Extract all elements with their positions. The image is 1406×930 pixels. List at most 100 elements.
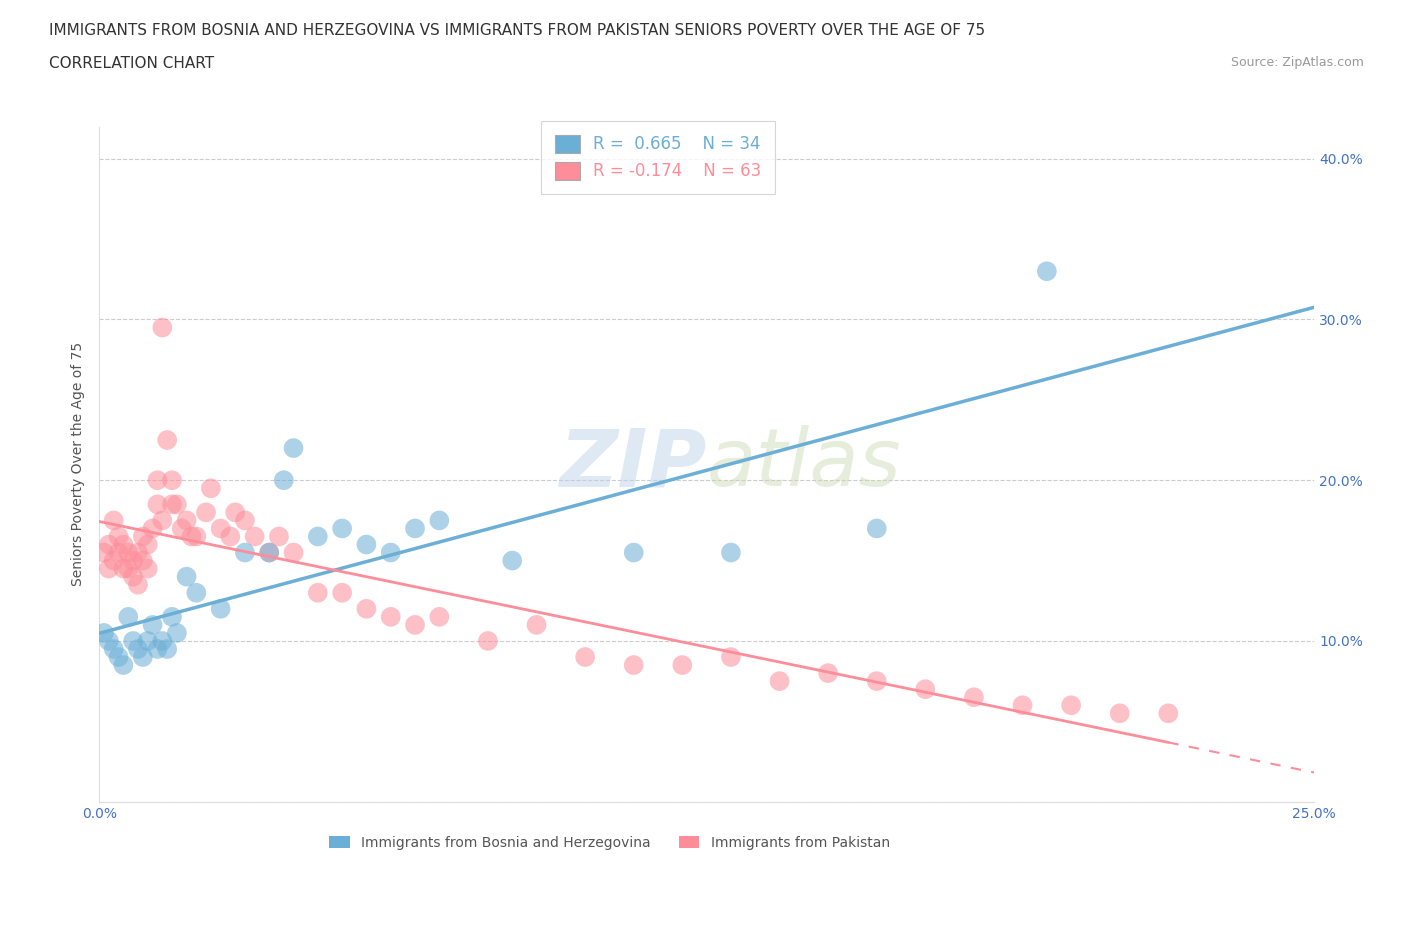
Point [356,538,378,552]
Point [720,649,742,664]
Point [963,690,986,705]
Point [574,649,596,664]
Point [233,513,256,528]
Y-axis label: Seniors Poverty Over the Age of 75: Seniors Poverty Over the Age of 75 [72,342,86,586]
Point [112,561,135,576]
Point [97,633,120,648]
Point [146,472,169,487]
Point [1011,698,1033,712]
Point [427,513,450,528]
Point [817,666,839,681]
Point [356,602,378,617]
Point [380,609,402,624]
Legend: Immigrants from Bosnia and Herzegovina, Immigrants from Pakistan: Immigrants from Bosnia and Herzegovina, … [323,830,896,856]
Point [404,618,426,632]
Point [112,658,135,672]
Point [150,513,173,528]
Point [132,553,155,568]
Point [117,561,139,576]
Point [122,553,145,568]
Point [166,626,188,641]
Point [219,529,242,544]
Point [257,545,280,560]
Point [170,521,193,536]
Point [180,529,202,544]
Point [380,545,402,560]
Point [273,472,295,487]
Point [1157,706,1180,721]
Point [150,320,173,335]
Point [186,585,208,600]
Point [160,609,183,624]
Point [671,658,693,672]
Point [195,505,218,520]
Text: atlas: atlas [707,425,901,503]
Point [156,432,179,447]
Point [142,618,165,632]
Point [93,626,115,641]
Point [477,633,499,648]
Point [150,633,173,648]
Point [283,545,305,560]
Text: CORRELATION CHART: CORRELATION CHART [49,56,214,71]
Point [283,441,305,456]
Point [93,545,115,560]
Point [103,513,125,528]
Point [103,553,125,568]
Point [166,497,188,512]
Point [501,553,523,568]
Point [132,649,155,664]
Point [97,538,120,552]
Point [1108,706,1130,721]
Point [136,633,159,648]
Point [127,642,149,657]
Point [233,545,256,560]
Point [107,649,129,664]
Point [127,545,149,560]
Point [176,569,198,584]
Point [156,642,179,657]
Point [200,481,222,496]
Point [330,521,353,536]
Point [526,618,548,632]
Point [623,545,645,560]
Point [768,673,790,688]
Point [209,602,232,617]
Text: IMMIGRANTS FROM BOSNIA AND HERZEGOVINA VS IMMIGRANTS FROM PAKISTAN SENIORS POVER: IMMIGRANTS FROM BOSNIA AND HERZEGOVINA V… [49,23,986,38]
Point [267,529,290,544]
Point [209,521,232,536]
Point [866,673,889,688]
Point [176,513,198,528]
Point [914,682,936,697]
Point [307,529,329,544]
Point [307,585,329,600]
Point [243,529,266,544]
Point [122,633,145,648]
Point [142,521,165,536]
Point [404,521,426,536]
Point [127,578,149,592]
Point [866,521,889,536]
Point [136,561,159,576]
Point [112,538,135,552]
Point [97,561,120,576]
Point [330,585,353,600]
Text: ZIP: ZIP [560,425,707,503]
Point [1060,698,1083,712]
Point [720,545,742,560]
Point [1036,264,1059,279]
Point [427,609,450,624]
Point [146,642,169,657]
Point [136,538,159,552]
Point [186,529,208,544]
Point [122,569,145,584]
Point [224,505,246,520]
Text: Source: ZipAtlas.com: Source: ZipAtlas.com [1230,56,1364,69]
Point [117,545,139,560]
Point [257,545,280,560]
Point [160,472,183,487]
Point [132,529,155,544]
Point [160,497,183,512]
Point [623,658,645,672]
Point [107,545,129,560]
